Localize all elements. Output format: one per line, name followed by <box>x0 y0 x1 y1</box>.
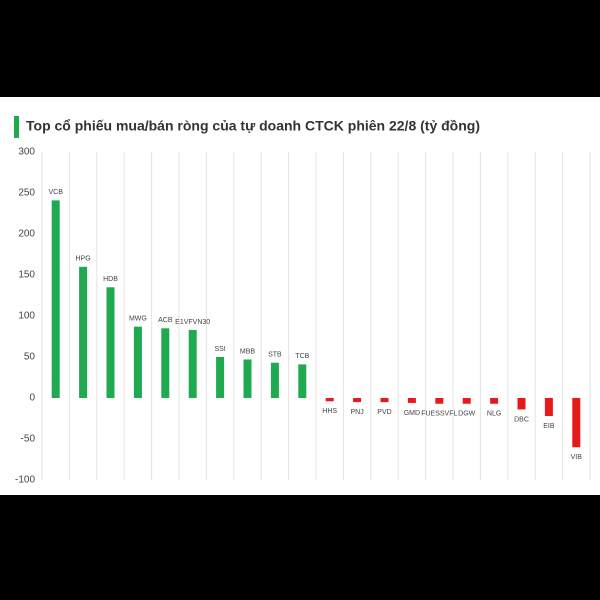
bar <box>407 398 416 403</box>
bar <box>572 398 581 448</box>
bar <box>188 329 197 398</box>
category-label: PNJ <box>350 409 363 416</box>
category-label: STB <box>268 352 282 359</box>
category-label: HHS <box>322 408 337 415</box>
bar <box>161 328 170 398</box>
y-tick-label: 200 <box>18 229 35 240</box>
category-label: MWG <box>129 316 147 323</box>
bar <box>243 359 252 398</box>
category-label: PVD <box>377 409 391 416</box>
bar <box>270 362 279 398</box>
category-label: DGW <box>458 411 476 418</box>
chart-title: Top cổ phiếu mua/bán ròng của tự doanh C… <box>26 118 480 134</box>
category-label: SSI <box>214 346 225 353</box>
y-tick-label: -100 <box>15 475 35 486</box>
category-label: ACB <box>158 317 173 324</box>
panel <box>0 97 600 495</box>
bar <box>51 200 60 398</box>
category-label: MBB <box>240 348 256 355</box>
bar <box>325 398 334 402</box>
bar <box>298 364 307 398</box>
y-tick-label: -50 <box>21 434 36 445</box>
title-accent <box>14 116 19 138</box>
bar <box>380 398 389 403</box>
bar <box>133 326 142 398</box>
bar <box>544 398 553 417</box>
category-label: HPG <box>76 256 91 263</box>
category-label: DBC <box>514 416 529 423</box>
bar <box>79 266 88 398</box>
category-label: TCB <box>295 353 309 360</box>
y-tick-label: 0 <box>29 393 35 404</box>
category-label: VIB <box>571 454 583 461</box>
bar <box>435 398 444 404</box>
bar <box>462 398 471 404</box>
category-label: FUESSVFL <box>421 411 457 418</box>
category-label: EIB <box>543 423 555 430</box>
category-label: VCB <box>48 189 63 196</box>
category-label: NLG <box>487 411 501 418</box>
bar <box>216 357 225 398</box>
y-tick-label: 250 <box>18 188 35 199</box>
y-tick-label: 50 <box>24 352 36 363</box>
bar <box>106 287 115 398</box>
category-label: GMD <box>404 410 420 417</box>
y-tick-label: 300 <box>18 147 35 158</box>
bar <box>353 398 362 403</box>
bar <box>490 398 499 404</box>
category-label: E1VFVN30 <box>175 319 210 326</box>
bar <box>517 398 526 410</box>
category-label: HDB <box>103 276 118 283</box>
y-tick-label: 150 <box>18 270 35 281</box>
y-tick-label: 100 <box>18 311 35 322</box>
